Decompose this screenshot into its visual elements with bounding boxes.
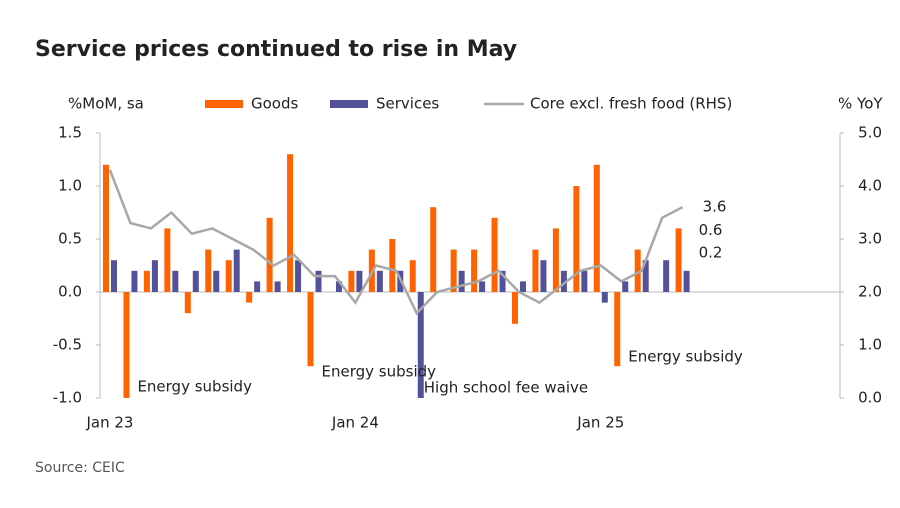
bar [184,292,191,314]
bar [458,270,465,292]
bar [593,164,600,292]
bar [315,270,322,292]
bar [512,292,518,324]
bar [634,249,641,292]
y-tick-label: -0.5 [53,336,82,354]
bar [356,270,363,292]
bar [560,270,567,292]
bar [131,270,138,292]
annotation: High school fee waive [424,379,588,397]
bar [246,292,253,303]
legend-label: Goods [251,95,298,113]
chart-title: Service prices continued to rise in May [35,37,517,62]
bar [479,281,486,292]
bar [675,228,682,292]
bar [573,186,580,292]
data-label: 3.6 [703,198,727,216]
y-axis-label: %MoM, sa [68,95,144,113]
bar [417,292,424,398]
bar [111,260,117,292]
y-tick-label: 1.0 [58,177,82,195]
y2-tick-label: 2.0 [858,283,882,301]
y-tick-label: 0.5 [58,230,82,248]
bar [376,270,383,292]
y2-tick-label: 4.0 [858,177,882,195]
x-tick-label: Jan 25 [576,414,624,432]
bar [164,228,171,292]
bar [614,292,621,367]
legend-label: Core excl. fresh food (RHS) [530,95,732,113]
bar [642,260,649,292]
legend-swatch [330,100,368,108]
bar [540,260,547,292]
bar [471,249,478,292]
data-label: 0.2 [699,243,723,261]
bar [307,292,314,367]
bar [409,260,416,292]
y2-tick-label: 5.0 [858,124,882,142]
line [108,169,684,316]
legend-swatch [205,100,243,108]
bar [532,249,539,292]
y-tick-label: -1.0 [53,389,82,407]
bar [581,270,588,292]
bar [254,281,261,292]
bar [683,270,690,292]
bar [295,260,302,292]
bar [520,281,526,292]
annotation: Energy subsidy [322,363,437,381]
bar [233,249,240,292]
bar [225,260,232,292]
bar [622,281,629,292]
source: Source: CEIC [35,460,125,476]
bar [192,270,199,292]
x-tick-label: Jan 23 [86,414,134,432]
data-label: 0.6 [699,221,723,239]
y-tick-label: 0.0 [58,283,82,301]
y2-axis-label: % YoY [838,95,883,113]
bar [601,292,608,303]
x-tick-label: Jan 24 [331,414,379,432]
bar [103,164,109,292]
bar [663,260,670,292]
bar [389,239,396,292]
annotation: Energy subsidy [628,348,743,366]
annotation: Energy subsidy [137,378,252,396]
y2-tick-label: 3.0 [858,230,882,248]
bar [287,154,294,292]
bar [499,270,506,292]
y-tick-label: 1.5 [58,124,82,142]
y2-tick-label: 0.0 [858,389,882,407]
bar [266,217,273,292]
bar [151,260,158,292]
bar [172,270,179,292]
y2-tick-label: 1.0 [858,336,882,354]
bar [430,207,437,292]
bar [552,228,559,292]
bar [274,281,281,292]
bar [205,249,212,292]
bar [143,270,150,292]
bar [491,217,498,292]
bar [348,270,355,292]
bar [450,249,457,292]
bar [213,270,220,292]
bar [335,281,342,292]
bar [123,292,130,398]
legend-label: Services [376,95,439,113]
